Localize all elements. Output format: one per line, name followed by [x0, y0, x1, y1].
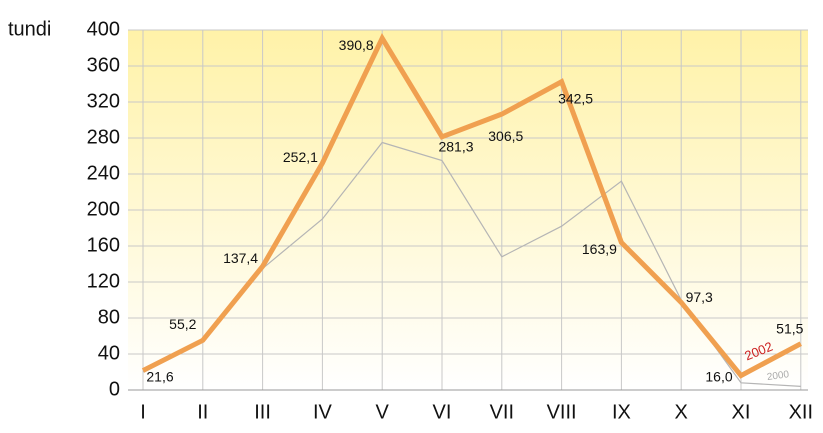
x-tick-label: VI — [433, 401, 452, 423]
x-tick-label: VIII — [547, 401, 577, 423]
x-tick-label: III — [254, 401, 271, 423]
y-tick-label: 320 — [87, 90, 120, 112]
x-tick-label: X — [675, 401, 688, 423]
data-label: 390,8 — [339, 37, 374, 53]
data-label: 16,0 — [705, 368, 732, 384]
y-tick-label: 160 — [87, 234, 120, 256]
y-tick-label: 280 — [87, 126, 120, 148]
y-tick-label: 40 — [98, 342, 120, 364]
y-tick-label: 200 — [87, 198, 120, 220]
x-tick-label: I — [140, 401, 146, 423]
line-2002 — [141, 33, 802, 379]
data-label: 342,5 — [558, 90, 593, 106]
x-tick-label: IX — [612, 401, 631, 423]
x-tick-label: V — [376, 401, 390, 423]
y-tick-label: 400 — [87, 18, 120, 40]
y-tick-label: 80 — [98, 306, 120, 328]
data-label: 281,3 — [438, 139, 473, 155]
y-tick-label: 240 — [87, 162, 120, 184]
data-label: 306,5 — [488, 128, 523, 144]
x-tick-label: VII — [490, 401, 514, 423]
data-label: 51,5 — [776, 320, 803, 336]
data-label: 163,9 — [582, 241, 617, 257]
y-axis-label: tundi — [8, 18, 51, 40]
x-tick-label: IV — [313, 401, 333, 423]
y-tick-label: 120 — [87, 270, 120, 292]
data-label: 137,4 — [223, 250, 258, 266]
data-label: 55,2 — [169, 316, 196, 332]
x-tick-label: XII — [789, 401, 813, 423]
data-label: 252,1 — [283, 149, 318, 165]
x-tick-label: XI — [732, 401, 751, 423]
data-label: 97,3 — [686, 289, 713, 305]
series-label: 2000 — [766, 369, 790, 383]
y-tick-label: 360 — [87, 54, 120, 76]
data-label: 21,6 — [146, 368, 173, 384]
x-tick-label: II — [197, 401, 208, 423]
y-tick-label: 0 — [109, 378, 120, 400]
